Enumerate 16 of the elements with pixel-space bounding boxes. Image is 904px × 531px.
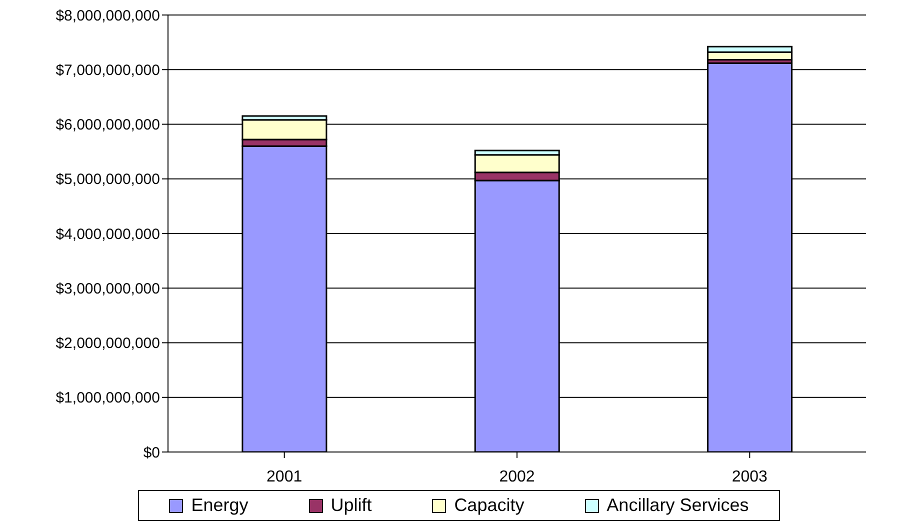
y-tick-label: $3,000,000,000 [56, 280, 160, 298]
y-tick-label: $0 [143, 444, 160, 462]
legend-label: Uplift [330, 495, 372, 516]
y-tick-label: $7,000,000,000 [56, 62, 160, 79]
legend-label: Ancillary Services [606, 495, 749, 516]
y-tick-label: $5,000,000,000 [56, 171, 160, 188]
legend-label: Capacity [453, 495, 524, 516]
y-tick-label: $2,000,000,000 [56, 335, 160, 352]
y-tick-label: $4,000,000,000 [56, 226, 160, 243]
x-tick-label: 2002 [499, 468, 535, 486]
x-tick-label: 2001 [266, 468, 302, 486]
y-tick-label: $6,000,000,000 [56, 116, 160, 134]
legend-label: Energy [190, 495, 248, 516]
x-tick-label: 2003 [732, 468, 768, 486]
y-tick-label: $8,000,000,000 [56, 7, 160, 24]
y-tick-label: $1,000,000,000 [56, 390, 160, 407]
